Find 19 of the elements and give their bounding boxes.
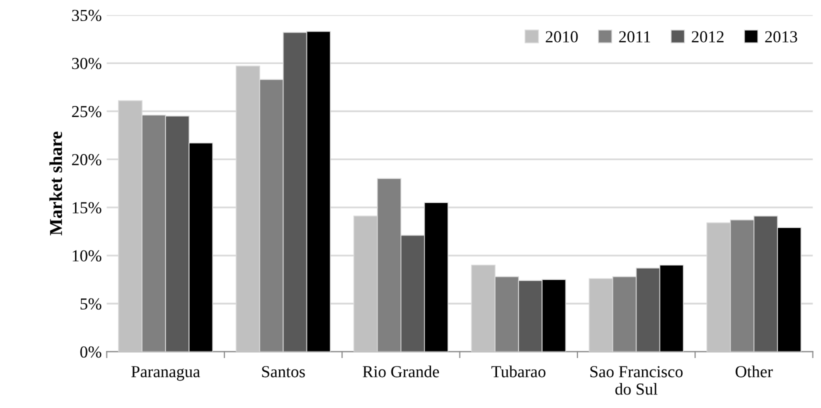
legend-label: 2011 xyxy=(619,31,650,42)
y-tick-label: 10% xyxy=(72,250,102,262)
y-axis-title: Market share xyxy=(49,132,62,236)
x-tick-label: Sao Francisco do Sul xyxy=(590,366,683,395)
y-tick-label: 5% xyxy=(80,298,102,310)
y-tick-label: 30% xyxy=(72,58,102,70)
x-tick-label: Other xyxy=(736,366,773,378)
y-tick-label: 20% xyxy=(72,154,102,166)
y-tick-label: 15% xyxy=(72,202,102,214)
x-tick-label: Tubarao xyxy=(491,366,546,378)
y-tick-label: 25% xyxy=(72,106,102,118)
x-tick-label: Paranagua xyxy=(131,366,200,381)
legend-label: 2010 xyxy=(546,31,578,42)
y-tick-label: 35% xyxy=(72,10,102,22)
legend-label: 2013 xyxy=(765,31,798,42)
y-tick-label: 0% xyxy=(80,346,102,358)
x-tick-label: Rio Grande xyxy=(362,366,439,378)
x-tick-label: Santos xyxy=(262,366,305,378)
legend-label: 2012 xyxy=(692,31,724,42)
